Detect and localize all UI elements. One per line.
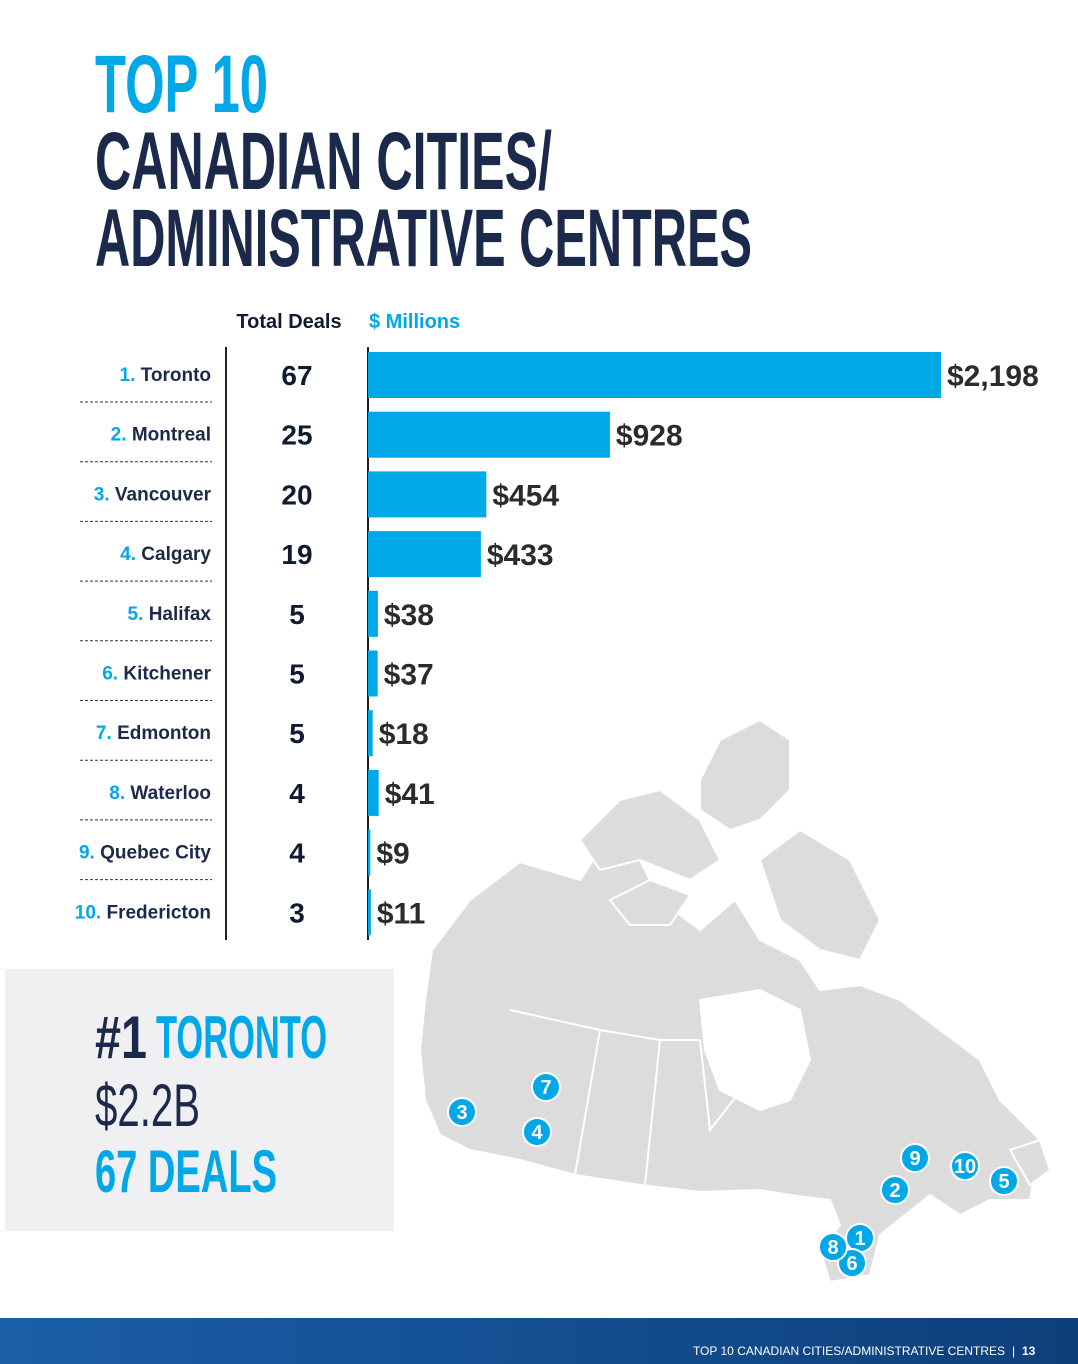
deal-count: 5 bbox=[289, 659, 305, 690]
category-label: 7. Edmonton bbox=[96, 723, 211, 744]
value-label: $41 bbox=[385, 778, 435, 811]
rank-label: 4. bbox=[120, 544, 136, 565]
city-name: Calgary bbox=[141, 544, 211, 565]
category-label: 6. Kitchener bbox=[102, 664, 211, 685]
canada-map bbox=[418, 718, 1052, 1284]
map-pin-label: 6 bbox=[846, 1253, 857, 1275]
value-label: $37 bbox=[384, 659, 434, 692]
category-label: 10. Fredericton bbox=[75, 902, 211, 923]
callout-deals: 67 DEALS bbox=[95, 1138, 277, 1205]
category-label: 3. Vancouver bbox=[94, 484, 212, 505]
bar bbox=[368, 411, 610, 458]
map-pin-label: 9 bbox=[909, 1148, 920, 1170]
rank-label: 5. bbox=[128, 604, 144, 625]
deal-count: 25 bbox=[281, 420, 312, 451]
rank-label: 2. bbox=[111, 425, 127, 446]
callout-city: TORONTO bbox=[156, 1004, 327, 1071]
category-label: 1. Toronto bbox=[120, 365, 211, 386]
callout-box bbox=[5, 969, 394, 1231]
city-name: Kitchener bbox=[123, 664, 211, 685]
rank-label: 8. bbox=[109, 783, 125, 804]
value-label: $18 bbox=[379, 718, 429, 751]
map-pin-label: 1 bbox=[854, 1228, 865, 1250]
deal-count: 19 bbox=[281, 539, 312, 570]
bar bbox=[368, 352, 941, 398]
value-label: $11 bbox=[377, 897, 425, 930]
title-line-1: TOP 10 bbox=[95, 39, 268, 130]
value-label: $928 bbox=[616, 420, 683, 453]
map-pin bbox=[880, 1175, 910, 1205]
title-line-3: ADMINISTRATIVE CENTRES bbox=[95, 193, 752, 284]
bar bbox=[368, 590, 378, 637]
map-pin-label: 7 bbox=[540, 1077, 551, 1099]
city-name: Toronto bbox=[141, 365, 211, 386]
value-label: $433 bbox=[487, 539, 554, 572]
bar bbox=[368, 829, 371, 876]
city-name: Fredericton bbox=[106, 902, 211, 923]
map-pin bbox=[818, 1232, 848, 1262]
bar bbox=[368, 531, 481, 578]
bar bbox=[368, 889, 371, 936]
value-label: $2,198 bbox=[947, 360, 1039, 393]
map-pin bbox=[447, 1097, 477, 1127]
category-label: 8. Waterloo bbox=[109, 783, 211, 804]
bar bbox=[368, 710, 373, 757]
city-name: Vancouver bbox=[115, 484, 212, 505]
deal-count: 5 bbox=[289, 718, 305, 749]
callout-value: $2.2B bbox=[95, 1072, 200, 1139]
map-pin-label: 4 bbox=[531, 1122, 543, 1144]
deal-count: 5 bbox=[289, 599, 305, 630]
map-pin bbox=[950, 1151, 980, 1181]
value-label: $454 bbox=[492, 479, 559, 512]
map-pin-label: 8 bbox=[827, 1237, 838, 1259]
category-label: 4. Calgary bbox=[120, 544, 211, 565]
bar bbox=[368, 769, 379, 816]
map-pin-label: 3 bbox=[456, 1102, 467, 1124]
map-pin bbox=[531, 1072, 561, 1102]
page-number: 13 bbox=[1022, 1344, 1036, 1358]
value-label: $38 bbox=[384, 599, 434, 632]
city-name: Waterloo bbox=[130, 783, 211, 804]
deal-count: 3 bbox=[289, 897, 305, 928]
city-name: Montreal bbox=[132, 425, 211, 446]
rank-label: 1. bbox=[120, 365, 136, 386]
callout-rank: #1 bbox=[95, 1004, 147, 1071]
rank-label: 10. bbox=[75, 902, 101, 923]
footer-sep: | bbox=[1012, 1344, 1015, 1358]
value-header: $ Millions bbox=[369, 311, 460, 333]
rank-label: 7. bbox=[96, 723, 112, 744]
deal-count: 4 bbox=[289, 838, 305, 869]
map-pin-label: 10 bbox=[954, 1156, 976, 1178]
value-label: $9 bbox=[376, 838, 409, 871]
bar bbox=[368, 650, 378, 697]
map-pin-label: 2 bbox=[889, 1180, 900, 1202]
city-name: Edmonton bbox=[117, 723, 211, 744]
category-label: 9. Quebec City bbox=[79, 843, 211, 864]
map-pin bbox=[522, 1117, 552, 1147]
city-name: Halifax bbox=[149, 604, 212, 625]
footer-bar bbox=[0, 1318, 1078, 1364]
city-name: Quebec City bbox=[100, 843, 211, 864]
category-label: 2. Montreal bbox=[111, 425, 211, 446]
title-line-2: CANADIAN CITIES/ bbox=[95, 116, 552, 207]
deals-header: Total Deals bbox=[236, 311, 341, 333]
map-pin bbox=[989, 1166, 1019, 1196]
rank-label: 6. bbox=[102, 664, 118, 685]
deal-count: 67 bbox=[281, 360, 312, 391]
deal-count: 20 bbox=[281, 479, 312, 510]
footer-text: TOP 10 CANADIAN CITIES/ADMINISTRATIVE CE… bbox=[693, 1344, 1005, 1358]
category-label: 5. Halifax bbox=[128, 604, 212, 625]
bar bbox=[368, 471, 487, 518]
map-pin bbox=[900, 1143, 930, 1173]
map-pin-label: 5 bbox=[998, 1171, 1009, 1193]
rank-label: 3. bbox=[94, 484, 110, 505]
rank-label: 9. bbox=[79, 843, 95, 864]
deal-count: 4 bbox=[289, 778, 305, 809]
